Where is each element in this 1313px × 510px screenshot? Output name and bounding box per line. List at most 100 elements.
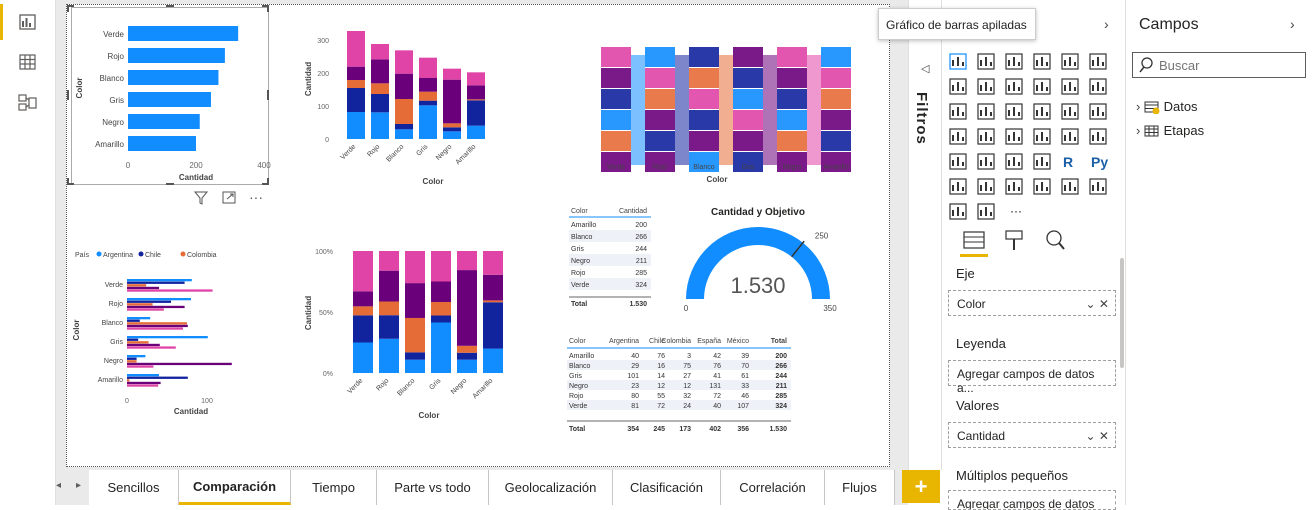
stacked-area-icon[interactable] — [1005, 78, 1023, 95]
axis-well[interactable]: Color ⌄ ✕ — [948, 290, 1116, 316]
small-multiples-well[interactable]: Agregar campos de datos a... — [948, 490, 1116, 510]
ribbon-segment — [733, 47, 763, 67]
viz-pane-scrollbar[interactable] — [1120, 258, 1124, 368]
percent-bar-icon[interactable] — [1061, 53, 1079, 70]
table-cell: 55 — [657, 393, 665, 400]
map-icon[interactable] — [949, 128, 967, 145]
format-paintbrush-icon[interactable] — [1005, 230, 1023, 250]
ribbon-icon[interactable] — [1089, 78, 1107, 95]
color-quantity-table[interactable]: Color Cantidad Amarillo 200 Blanco 266 Gris 244… — [567, 203, 653, 311]
tab-clasificacion[interactable]: Clasificación — [613, 470, 721, 505]
table-cell: 107 — [737, 403, 749, 410]
tab-geolocalizacion[interactable]: Geolocalización — [489, 470, 613, 505]
waterfall-icon[interactable] — [949, 103, 967, 120]
key-influencers-icon[interactable] — [949, 178, 967, 195]
stacked-column-visual[interactable]: Verde Rojo Blanco Gris Negro Amarillo 0 100 200 3… — [303, 19, 503, 189]
x-tick-label: Blanco — [396, 377, 416, 397]
fields-collapse-icon[interactable]: › — [1290, 16, 1295, 32]
stacked-column-icon[interactable] — [977, 53, 995, 70]
stacked-bar-icon[interactable] — [949, 53, 967, 70]
funnel-icon[interactable] — [977, 103, 995, 120]
scatter-icon[interactable] — [1005, 103, 1023, 120]
tab-prev-icon[interactable]: ◂ — [56, 480, 62, 491]
line-clustered-icon[interactable] — [1061, 78, 1079, 95]
clustered-bar-visual[interactable]: País Argentina Chile Colombia Verde Rojo Blanc… — [71, 245, 271, 420]
kpi-icon[interactable] — [949, 153, 967, 170]
r-visual-icon[interactable]: R — [1063, 154, 1073, 170]
tab-parte-vs-todo[interactable]: Parte vs todo — [377, 470, 489, 505]
stacked-segment — [419, 57, 437, 78]
clustered-column-icon[interactable] — [1033, 53, 1051, 70]
power-automate-icon[interactable] — [949, 203, 967, 220]
percent-stacked-column-visual[interactable]: Verde Rojo Blanco Gris Negro Amarillo 0% 50% 100… — [303, 243, 513, 423]
visual-gallery[interactable]: R Py ··· — [942, 46, 1126, 276]
viz-collapse-icon[interactable]: › — [1104, 16, 1109, 32]
slicer-icon[interactable] — [977, 153, 995, 170]
line-column-icon[interactable] — [1033, 78, 1051, 95]
python-visual-icon[interactable]: Py — [1091, 154, 1108, 170]
stacked-segment — [353, 306, 373, 316]
paginated-icon[interactable] — [1061, 178, 1079, 195]
shape-map-icon[interactable] — [1005, 128, 1023, 145]
card-icon[interactable] — [1061, 128, 1079, 145]
treemap-icon[interactable] — [1089, 103, 1107, 120]
axis-remove-icon[interactable]: ⌄ ✕ — [1085, 297, 1109, 311]
gauge-visual[interactable]: Cantidad y Objetivo 1.530 0 350 250 — [673, 203, 843, 313]
bar-chart-visual[interactable]: Verde Rojo Blanco Gris Negro Amarillo 0 200 400 C… — [71, 7, 271, 185]
gauge-icon[interactable] — [1033, 128, 1051, 145]
expand-icon[interactable]: › — [1136, 123, 1141, 138]
legend-well[interactable]: Agregar campos de datos a... — [948, 360, 1116, 395]
decomposition-tree-icon[interactable] — [977, 178, 995, 195]
ribbon-chart-visual[interactable]: Verde Rojo Blanco Gris Negro Amarillo Color — [587, 19, 859, 185]
narrative-icon[interactable] — [1033, 178, 1051, 195]
filled-map-icon[interactable] — [977, 128, 995, 145]
more-options-button[interactable]: ··· — [249, 189, 263, 205]
x-tick-label: Rojo — [653, 164, 668, 171]
tab-next-icon[interactable]: ▸ — [76, 480, 82, 491]
tab-sencillos[interactable]: Sencillos — [89, 470, 179, 505]
values-well[interactable]: Cantidad ⌄ ✕ — [948, 422, 1116, 448]
report-view-button[interactable] — [0, 4, 56, 40]
analytics-icon[interactable] — [1046, 230, 1065, 250]
table-etapas[interactable]: › Etapas — [1136, 123, 1204, 138]
filters-pane[interactable]: ◁ Filtros — [908, 0, 942, 470]
qa-icon[interactable] — [1005, 178, 1023, 195]
expand-filters-icon[interactable]: ◁ — [921, 63, 930, 75]
multi-row-card-icon[interactable] — [1089, 128, 1107, 145]
legend-marker — [180, 251, 186, 257]
model-view-button[interactable] — [0, 84, 56, 120]
chevron-icon[interactable] — [977, 203, 995, 220]
y-tick-label: 0 — [325, 137, 329, 144]
clustered-bar-icon[interactable] — [1005, 53, 1023, 70]
tab-tiempo[interactable]: Tiempo — [291, 470, 377, 505]
filter-icon[interactable] — [193, 191, 209, 205]
search-input[interactable] — [1132, 52, 1306, 78]
data-view-button[interactable] — [0, 44, 56, 80]
more-icon[interactable]: ··· — [1010, 204, 1022, 218]
values-remove-icon[interactable]: ⌄ ✕ — [1085, 429, 1109, 443]
cluster-bar — [127, 346, 176, 349]
percent-column-icon[interactable] — [1089, 53, 1107, 70]
tab-comparacion[interactable]: Comparación — [179, 470, 291, 505]
expand-icon[interactable]: › — [1136, 99, 1141, 114]
table-cell: 285 — [635, 270, 647, 277]
tab-correlacion[interactable]: Correlación — [721, 470, 825, 505]
report-page[interactable]: Verde Rojo Blanco Gris Negro Amarillo 0 200 400 C… — [66, 4, 890, 467]
pie-icon[interactable] — [1033, 103, 1051, 120]
selection-handles[interactable] — [66, 0, 276, 190]
power-apps-icon[interactable] — [1089, 178, 1107, 195]
matrix-icon[interactable] — [1033, 153, 1051, 170]
line-icon[interactable] — [949, 78, 967, 95]
stacked-segment — [443, 68, 461, 80]
fields-tab-icon[interactable] — [960, 231, 988, 257]
bar-category-label: Rojo — [109, 301, 124, 308]
tab-flujos[interactable]: Flujos — [825, 470, 895, 505]
country-matrix-table[interactable]: Color Argentina Chile Colombia España México T… — [567, 333, 793, 437]
table-icon[interactable] — [1005, 153, 1023, 170]
donut-icon[interactable] — [1061, 103, 1079, 120]
table-datos[interactable]: › Datos — [1136, 99, 1198, 115]
area-icon[interactable] — [977, 78, 995, 95]
add-page-button[interactable]: + — [902, 470, 940, 503]
cluster-bar — [127, 322, 187, 325]
focus-mode-icon[interactable] — [222, 191, 236, 204]
